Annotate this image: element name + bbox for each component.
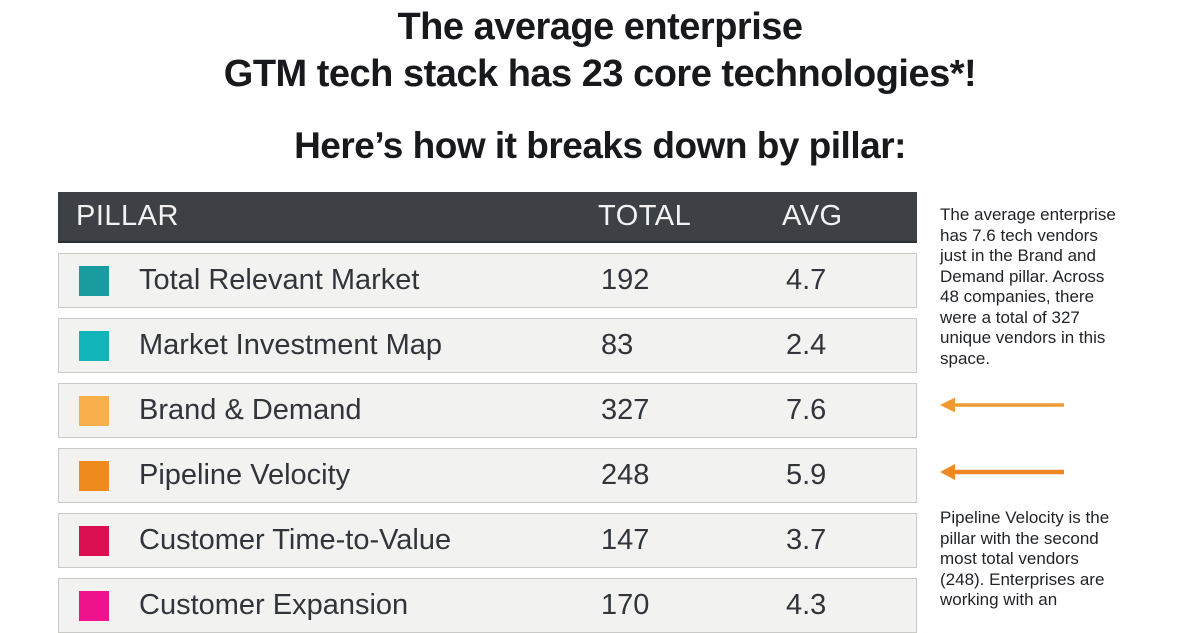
- total-value: 192: [601, 264, 650, 296]
- annotation-line: working with an: [940, 590, 1058, 609]
- pillar-color-swatch: [79, 265, 109, 296]
- pillar-color-swatch: [79, 460, 109, 491]
- pillar-color-swatch: [79, 525, 109, 556]
- annotation-pipeline-velocity: Pipeline Velocity is the pillar with the…: [940, 508, 1180, 611]
- annotation-line: (248). Enterprises are: [940, 569, 1105, 589]
- avg-value: 5.9: [786, 459, 827, 491]
- total-value: 170: [601, 589, 650, 621]
- total-value: 147: [601, 524, 650, 556]
- annotation-line: pillar with the second: [940, 528, 1099, 548]
- avg-value: 4.3: [786, 589, 827, 621]
- annotation-line: were a total of 327: [940, 307, 1080, 327]
- table-row: Pipeline Velocity 248 5.9: [58, 448, 917, 503]
- annotation-line: 48 companies, there: [940, 287, 1095, 306]
- total-value: 248: [601, 459, 650, 491]
- total-value: 83: [601, 329, 634, 361]
- pillar-label: Total Relevant Market: [139, 264, 420, 296]
- avg-value: 3.7: [786, 524, 827, 556]
- page-title-line2: GTM tech stack has 23 core technologies*…: [223, 53, 977, 95]
- avg-value: 4.7: [786, 264, 827, 296]
- pillar-label: Brand & Demand: [139, 394, 362, 426]
- page-subtitle: Here’s how it breaks down by pillar:: [294, 125, 906, 166]
- annotation-line: The average enterprise: [940, 205, 1116, 224]
- left-arrow-icon: [938, 463, 1066, 481]
- pillar-label: Customer Time-to-Value: [139, 524, 452, 556]
- pillar-label: Customer Expansion: [139, 589, 409, 621]
- table-row: Total Relevant Market 192 4.7: [58, 253, 917, 308]
- pillar-color-swatch: [79, 590, 109, 621]
- page-title-line1: The average enterprise: [397, 6, 803, 48]
- column-header-avg: AVG: [782, 200, 843, 232]
- pillar-label: Market Investment Map: [139, 329, 442, 361]
- table-header-row: PILLAR TOTAL AVG: [58, 192, 917, 243]
- table-row: Customer Expansion 170 4.3: [58, 578, 917, 633]
- table-row: Brand & Demand 327 7.6: [58, 383, 917, 438]
- column-header-total: TOTAL: [598, 200, 692, 232]
- left-arrow-icon: [938, 396, 1066, 414]
- table-row: Customer Time-to-Value 147 3.7: [58, 513, 917, 568]
- column-header-pillar: PILLAR: [76, 200, 179, 232]
- annotation-line: unique vendors in this: [940, 328, 1106, 347]
- page-title: The average enterprise GTM tech stack ha…: [0, 4, 1200, 98]
- annotation-line: just in the Brand and: [940, 246, 1096, 265]
- annotation-line: space.: [940, 348, 991, 368]
- annotation-line: most total vendors: [940, 549, 1079, 568]
- table-row: Market Investment Map 83 2.4: [58, 318, 917, 373]
- avg-value: 7.6: [786, 394, 827, 426]
- annotation-line: Pipeline Velocity is the: [940, 508, 1110, 527]
- total-value: 327: [601, 394, 650, 426]
- annotation-brand-demand: The average enterprise has 7.6 tech vend…: [940, 205, 1180, 369]
- pillar-color-swatch: [79, 330, 109, 361]
- annotation-line: has 7.6 tech vendors: [940, 225, 1098, 245]
- avg-value: 2.4: [786, 329, 827, 361]
- annotation-line: Demand pillar. Across: [940, 266, 1105, 286]
- pillar-label: Pipeline Velocity: [139, 459, 351, 491]
- pillar-table: PILLAR TOTAL AVG Total Relevant Market 1…: [58, 192, 917, 633]
- pillar-color-swatch: [79, 395, 109, 426]
